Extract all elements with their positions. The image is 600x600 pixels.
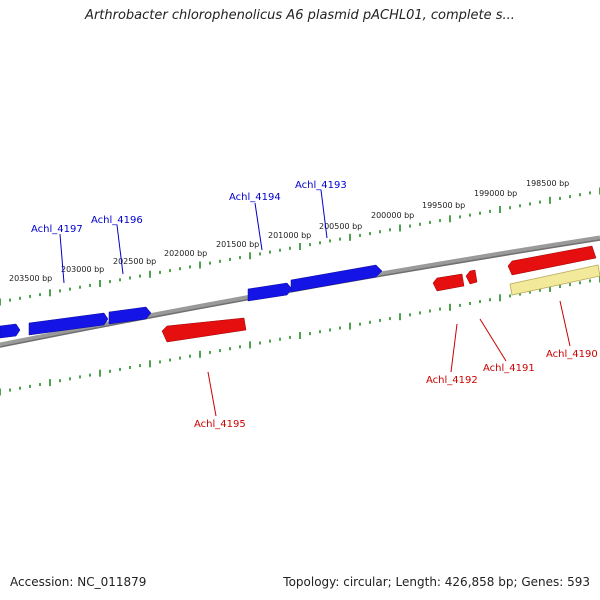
gene-label-achl-4192[interactable]: Achl_4192 xyxy=(426,375,478,386)
bp-tick-label: 203500 bp xyxy=(9,274,52,283)
gene-feature-fwd-4[interactable] xyxy=(290,264,383,293)
bp-tick-label: 201500 bp xyxy=(216,240,259,249)
accession-text: Accession: NC_011879 xyxy=(10,575,147,589)
bp-tick-label: 201000 bp xyxy=(268,231,311,240)
gene-label-achl-4197[interactable]: Achl_4197 xyxy=(31,224,83,235)
bp-tick-label: 199000 bp xyxy=(474,189,517,198)
gene-feature-fwd-1[interactable] xyxy=(28,312,109,336)
gene-feature-rev-0[interactable] xyxy=(161,317,247,343)
gene-feature-fwd-3[interactable] xyxy=(247,282,293,302)
reverse-genes xyxy=(161,245,600,343)
genome-summary-text: Topology: circular; Length: 426,858 bp; … xyxy=(283,575,590,589)
gene-feature-highlight[interactable] xyxy=(509,264,600,296)
gene-feature-rev-3[interactable] xyxy=(507,245,597,276)
reverse-gene-labels: Achl_4195 Achl_4192 Achl_4191 Achl_4190 xyxy=(194,349,598,430)
gene-feature-fwd-0[interactable] xyxy=(0,323,21,339)
reverse-label-leaders xyxy=(207,300,571,417)
plasmid-backbone-shade xyxy=(0,239,600,348)
reverse-strand-ruler xyxy=(0,275,600,396)
gene-label-achl-4193[interactable]: Achl_4193 xyxy=(295,180,347,191)
bp-tick-label: 200000 bp xyxy=(371,211,414,220)
bp-tick-label: 200500 bp xyxy=(319,222,362,231)
gene-feature-rev-1[interactable] xyxy=(432,273,465,292)
bp-tick-label: 202500 bp xyxy=(113,257,156,266)
forward-strand-ruler xyxy=(0,187,600,306)
forward-gene-labels: Achl_4197 Achl_4196 Achl_4194 Achl_4193 xyxy=(31,180,347,235)
gene-label-achl-4190[interactable]: Achl_4190 xyxy=(546,349,598,360)
map-title: Arthrobacter chlorophenolicus A6 plasmid… xyxy=(85,8,515,23)
bp-tick-label: 202000 bp xyxy=(164,249,207,258)
gene-label-achl-4195[interactable]: Achl_4195 xyxy=(194,419,246,430)
gene-feature-fwd-2[interactable] xyxy=(108,306,152,325)
bp-tick-label: 203000 bp xyxy=(61,265,104,274)
gene-feature-rev-2[interactable] xyxy=(465,269,478,285)
forward-label-leaders xyxy=(59,189,328,284)
gene-label-achl-4191[interactable]: Achl_4191 xyxy=(483,363,535,374)
gene-label-achl-4196[interactable]: Achl_4196 xyxy=(91,215,143,226)
bp-tick-label: 199500 bp xyxy=(422,201,465,210)
bp-tick-label: 198500 bp xyxy=(526,179,569,188)
gene-label-achl-4194[interactable]: Achl_4194 xyxy=(229,192,281,203)
bp-scale-labels: 203500 bp 203000 bp 202500 bp 202000 bp 2015… xyxy=(9,179,569,283)
forward-genes xyxy=(0,264,383,339)
